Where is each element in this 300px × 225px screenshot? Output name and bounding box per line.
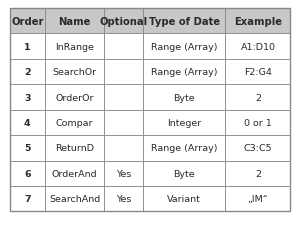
Text: Range (Array): Range (Array): [151, 68, 217, 77]
Bar: [226, 9, 290, 34]
Bar: [226, 186, 290, 211]
Bar: [104, 110, 143, 135]
Bar: [143, 9, 226, 34]
Text: 5: 5: [24, 144, 31, 153]
Text: InRange: InRange: [55, 43, 94, 52]
Text: Order: Order: [11, 17, 44, 27]
Bar: [45, 85, 104, 110]
Bar: [104, 34, 143, 60]
Bar: [226, 135, 290, 161]
Text: Optional: Optional: [99, 17, 147, 27]
Bar: [10, 110, 45, 135]
Text: C3:C5: C3:C5: [244, 144, 272, 153]
Bar: [10, 9, 45, 34]
Bar: [104, 9, 143, 34]
Text: 6: 6: [24, 169, 31, 178]
Text: Example: Example: [234, 17, 282, 27]
Text: SearchAnd: SearchAnd: [49, 194, 100, 203]
Text: OrderOr: OrderOr: [55, 93, 94, 102]
Text: 2: 2: [255, 93, 261, 102]
Text: A1:D10: A1:D10: [240, 43, 275, 52]
Bar: [10, 186, 45, 211]
Bar: [45, 34, 104, 60]
Bar: [104, 161, 143, 186]
Text: Yes: Yes: [116, 194, 131, 203]
Bar: [226, 60, 290, 85]
Text: 2: 2: [255, 169, 261, 178]
Bar: [143, 34, 226, 60]
Text: Byte: Byte: [173, 169, 195, 178]
Text: Type of Date: Type of Date: [148, 17, 220, 27]
Bar: [10, 34, 45, 60]
Text: 7: 7: [24, 194, 31, 203]
Text: 2: 2: [24, 68, 31, 77]
Text: Compar: Compar: [56, 118, 93, 127]
Bar: [226, 161, 290, 186]
Bar: [226, 110, 290, 135]
Text: Range (Array): Range (Array): [151, 144, 217, 153]
Text: 0 or 1: 0 or 1: [244, 118, 272, 127]
Text: 4: 4: [24, 118, 31, 127]
Text: „IM“: „IM“: [248, 194, 268, 203]
Bar: [45, 135, 104, 161]
Bar: [45, 161, 104, 186]
Bar: [104, 135, 143, 161]
Text: Byte: Byte: [173, 93, 195, 102]
Text: 3: 3: [24, 93, 31, 102]
Text: Variant: Variant: [167, 194, 201, 203]
Bar: [143, 110, 226, 135]
Text: Name: Name: [58, 17, 91, 27]
Text: 1: 1: [24, 43, 31, 52]
Text: ReturnD: ReturnD: [55, 144, 94, 153]
Bar: [10, 161, 45, 186]
Bar: [143, 85, 226, 110]
Bar: [143, 135, 226, 161]
Bar: [143, 186, 226, 211]
Bar: [104, 60, 143, 85]
Bar: [226, 34, 290, 60]
Bar: [104, 186, 143, 211]
Bar: [143, 60, 226, 85]
Bar: [104, 85, 143, 110]
Text: SearchOr: SearchOr: [52, 68, 97, 77]
Bar: [10, 85, 45, 110]
Text: F2:G4: F2:G4: [244, 68, 272, 77]
Bar: [45, 186, 104, 211]
Bar: [10, 135, 45, 161]
Text: Yes: Yes: [116, 169, 131, 178]
Bar: [10, 60, 45, 85]
Bar: [45, 110, 104, 135]
Bar: [143, 161, 226, 186]
Text: OrderAnd: OrderAnd: [52, 169, 97, 178]
Bar: [45, 9, 104, 34]
Bar: [226, 85, 290, 110]
Bar: [45, 60, 104, 85]
Text: Integer: Integer: [167, 118, 201, 127]
Bar: [10, 9, 290, 211]
Text: Range (Array): Range (Array): [151, 43, 217, 52]
